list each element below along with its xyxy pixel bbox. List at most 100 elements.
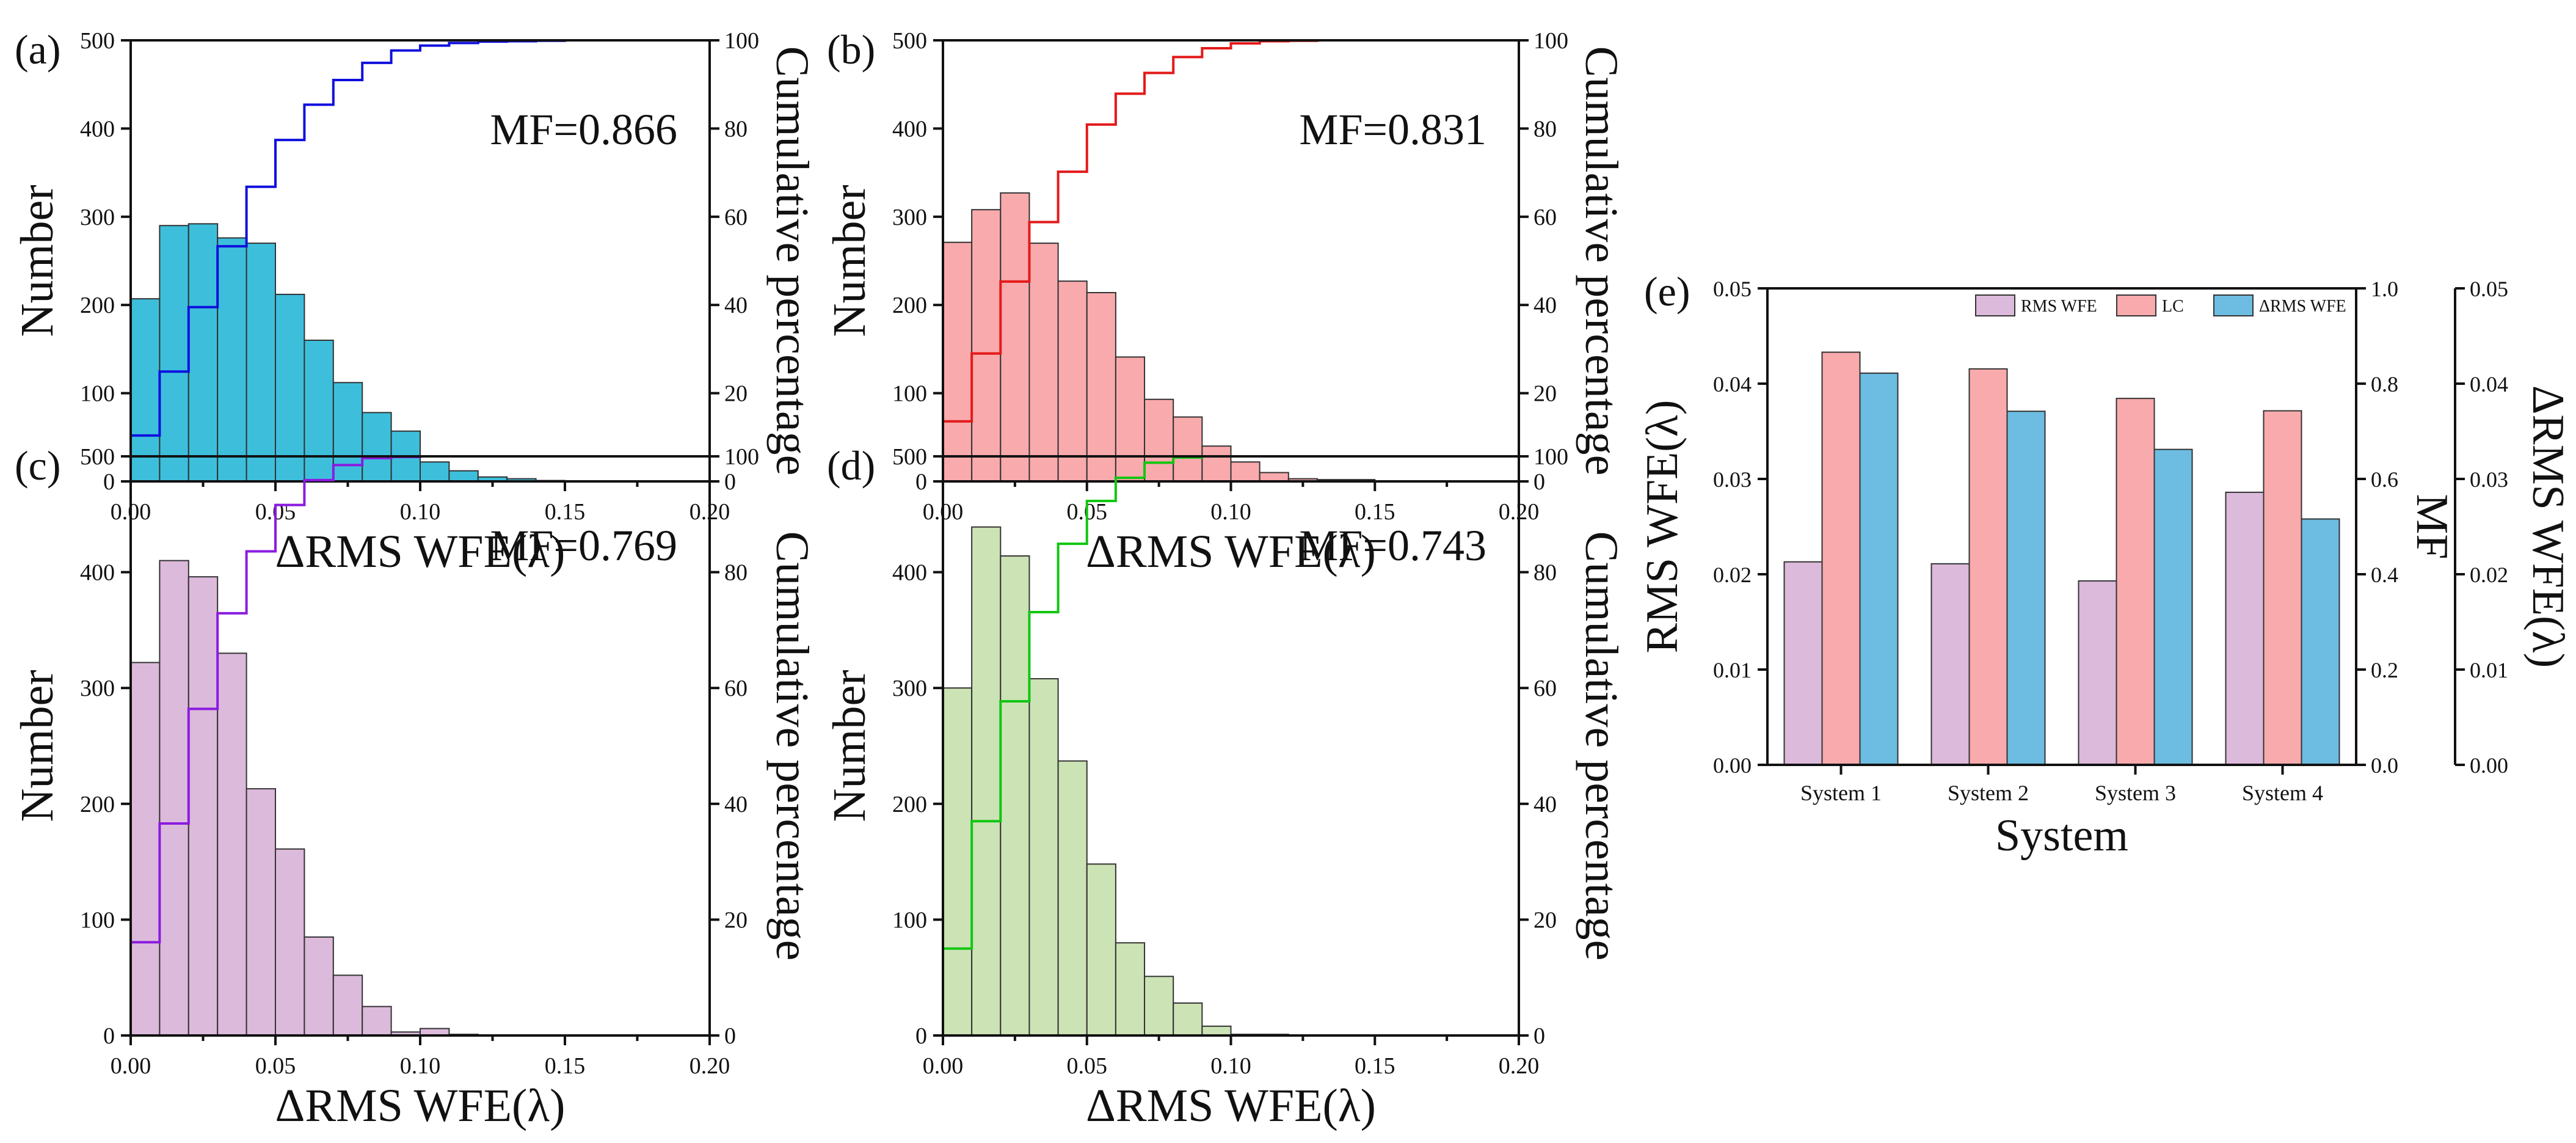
histogram-bar	[1028, 243, 1059, 482]
y-tick-label: 500	[80, 28, 115, 54]
histogram-bar	[246, 243, 277, 482]
histogram-bar	[1000, 192, 1030, 482]
bar-lc	[1821, 351, 1861, 765]
x-tick-label: 0.15	[545, 1053, 586, 1079]
y2-tick-label: 0	[724, 469, 736, 495]
histogram-bar	[971, 526, 1002, 1036]
panel-label: (e)	[1644, 268, 1690, 315]
y2-tick-label: 20	[724, 907, 748, 933]
y2-axis-title: Cumulative percentage	[766, 46, 818, 476]
y-tick-label: 400	[80, 560, 115, 586]
panel-label: (d)	[827, 442, 875, 489]
x-tick-label: 0.20	[1499, 1053, 1540, 1079]
plot-frame	[1766, 287, 2357, 766]
y2-tick-label: 0.2	[2371, 658, 2398, 682]
y2-tick-label: 0.0	[2371, 753, 2398, 778]
y2-axis-title: MF	[2407, 494, 2457, 560]
panel-label: (b)	[827, 26, 875, 73]
histogram-bar	[420, 461, 450, 482]
histogram-bar	[332, 382, 363, 482]
y2-tick-label: 20	[1534, 381, 1557, 407]
y-tick-label: 200	[80, 293, 115, 318]
y2-tick-label: 40	[724, 293, 748, 318]
x-tick-label: 0.00	[923, 1053, 964, 1079]
y2-tick-label: 80	[724, 116, 748, 142]
y-tick-label: 200	[80, 792, 115, 817]
y2-axis-title: Cumulative percentage	[766, 531, 818, 961]
histogram-bar	[159, 560, 189, 1036]
bar-delta-rms-wfe	[1859, 372, 1899, 765]
mf-annotation: MF=0.743	[1299, 521, 1486, 570]
y2-axis-title: Cumulative percentage	[1576, 46, 1627, 476]
y2-tick-label: 20	[1534, 907, 1557, 933]
legend-swatch	[2116, 294, 2156, 316]
histogram-bar	[1173, 1002, 1203, 1036]
histogram-bar	[1086, 291, 1116, 482]
y2-tick-label: 60	[724, 676, 748, 701]
y-tick-label: 400	[892, 116, 927, 142]
y-tick-label: 0.02	[1713, 563, 1752, 587]
bar-lc	[1968, 368, 2008, 765]
x-tick-label: 0.10	[400, 499, 441, 525]
bar-rms-wfe	[2225, 491, 2265, 766]
bar-rms-wfe	[1783, 561, 1823, 765]
histogram-bar	[1230, 461, 1261, 482]
histogram-bar	[159, 225, 189, 482]
y-tick-label: 500	[892, 444, 927, 470]
category-label: System 1	[1800, 781, 1882, 805]
y2-tick-label: 80	[1534, 116, 1557, 142]
x-tick-label: 0.10	[1210, 499, 1251, 525]
y3-tick-label: 0.04	[2470, 372, 2508, 396]
y2-tick-label: 60	[1534, 676, 1557, 701]
y-tick-label: 500	[80, 444, 115, 470]
x-tick-label: 0.15	[1355, 499, 1395, 525]
x-tick-label: 0.05	[1067, 1053, 1108, 1079]
histogram-bar	[942, 687, 973, 1036]
panel-b-histogram: 0.00 0.05 0.10 0.15 0.2001002003004005000204…	[824, 26, 1627, 577]
x-tick-label: 0.10	[400, 1053, 441, 1079]
histogram-bar	[275, 848, 305, 1037]
panel-label: (a)	[15, 26, 60, 73]
y3-tick-label: 0.01	[2470, 658, 2508, 682]
y-tick-label: 200	[892, 293, 927, 318]
y-axis-title: Number	[824, 184, 875, 337]
y-tick-label: 100	[892, 907, 927, 933]
histogram-bar	[1259, 472, 1289, 482]
y2-tick-label: 80	[724, 560, 748, 586]
histogram-bar	[304, 339, 334, 483]
y2-tick-label: 0.8	[2371, 372, 2398, 396]
category-label: System 3	[2095, 781, 2176, 805]
y3-tick-label: 0.03	[2470, 467, 2508, 492]
y2-tick-label: 60	[724, 205, 748, 230]
y2-tick-label: 0.4	[2371, 563, 2398, 587]
y2-tick-label: 0	[724, 1023, 736, 1049]
bar-delta-rms-wfe	[2153, 448, 2193, 765]
bar-rms-wfe	[1930, 563, 1970, 766]
histogram-bar	[1057, 760, 1088, 1036]
y2-tick-label: 0	[1534, 469, 1545, 495]
y2-tick-label: 60	[1534, 205, 1557, 230]
y-tick-label: 100	[892, 381, 927, 407]
histogram-bar	[448, 470, 479, 482]
histogram-bar	[332, 974, 363, 1036]
histogram-bar	[362, 1006, 392, 1036]
y3-tick-label: 0.05	[2470, 277, 2508, 301]
legend-swatch	[2213, 294, 2254, 316]
y2-tick-label: 40	[1534, 792, 1557, 817]
legend-swatch	[1975, 294, 2015, 316]
y-tick-label: 0.01	[1713, 658, 1752, 682]
y-tick-label: 0	[103, 1023, 115, 1049]
histogram-bar	[187, 223, 219, 482]
bar-delta-rms-wfe	[2301, 518, 2340, 766]
y3-tick-label: 0.02	[2470, 563, 2508, 587]
histogram-bar	[1201, 445, 1232, 482]
panel-a-histogram: 0.00 0.05 0.10 0.15 0.2001002003004005000204…	[12, 26, 818, 577]
x-axis-title: ΔRMS WFE(λ)	[1086, 1080, 1376, 1131]
y-tick-label: 400	[80, 116, 115, 142]
y3-tick-label: 0.00	[2470, 753, 2508, 778]
y-tick-label: 0	[103, 469, 115, 495]
category-label: System 4	[2242, 781, 2323, 805]
histogram-bar	[217, 652, 247, 1036]
y-axis-title: Number	[12, 670, 63, 822]
